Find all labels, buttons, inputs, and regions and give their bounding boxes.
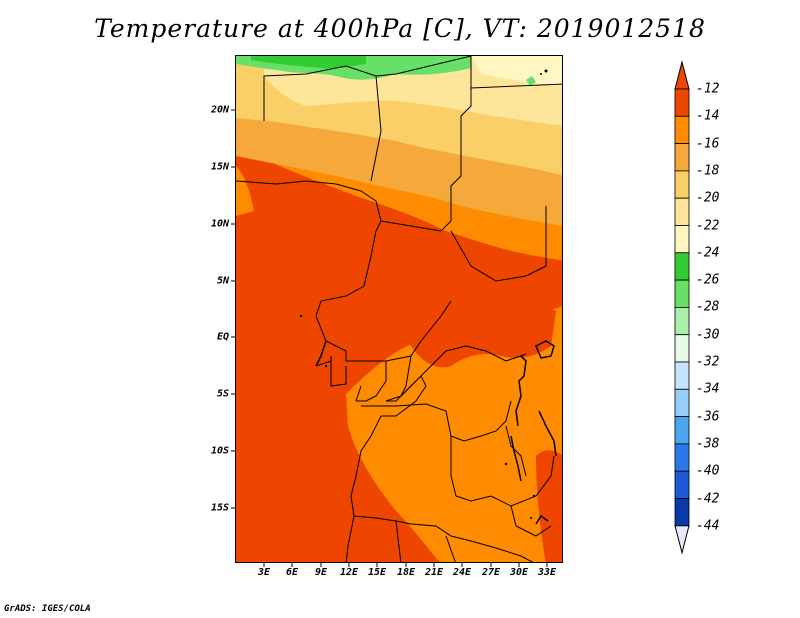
colorbar-label: -14 [696,108,720,124]
lon-label-33e: 33E [537,567,557,578]
colorbar-swatch [674,470,690,499]
temp-field-minus14-central [346,289,556,368]
colorbar-swatch [674,361,690,390]
small-lakes [299,69,548,519]
map-panel [235,55,563,563]
lon-label-9e: 9E [314,567,328,578]
temp-field-minus24-dark [251,56,366,69]
colorbar-label: -22 [696,218,720,233]
lon-label-12e: 12E [339,567,359,578]
colorbar-swatch [674,88,690,117]
colorbar-swatch [674,306,690,336]
lat-label-eq: EQ [216,331,229,343]
colorbar-label: -30 [696,327,720,343]
colorbar-swatch [674,416,690,445]
temp-field-minus16-south [346,306,562,562]
lon-label-3e: 3E [257,567,271,578]
colorbar-swatch [674,388,690,417]
lat-label-10n: 10N [210,218,229,230]
colorbar-label: -32 [696,354,720,370]
colorbar-swatch [674,170,690,199]
colorbar-label: -42 [696,491,720,506]
lon-label-18e: 18E [396,567,416,578]
lat-label-10s: 10S [210,445,229,457]
lat-label-5n: 5N [216,275,229,287]
colorbar-swatch [674,115,690,145]
colorbar-swatch [674,197,690,226]
temp-field-minus16-west [236,166,254,216]
credit-text: GrADS: IGES/COLA [4,604,91,614]
temp-field-minus14-southeast [536,450,562,562]
colorbar-label: -18 [696,163,720,179]
colorbar-label: -20 [696,190,720,206]
colorbar-label: -28 [696,299,720,315]
lat-label-15n: 15N [210,161,229,173]
colorbar-swatch [674,498,690,527]
lon-label-30e: 30E [509,567,529,578]
colorbar-top-arrow [674,60,690,90]
colorbar-label: -16 [696,136,720,152]
colorbar-swatch [674,252,690,281]
colorbar-label: -36 [696,409,720,425]
temp-field-minus14-southwest [236,500,356,562]
lon-label-15e: 15E [367,567,387,578]
colorbar-label: -44 [696,518,720,534]
colorbar-label: -38 [696,436,720,452]
lon-label-6e: 6E [285,567,299,578]
colorbar-bottom-arrow [674,525,690,555]
colorbar-swatch [674,279,690,308]
lat-label-5s: 5S [216,388,229,400]
map-title: Temperature at 400hPa [C], VT: 201901251… [94,14,706,43]
colorbar-swatch [674,143,690,172]
lon-label-24e: 24E [452,567,472,578]
colorbar-label: -26 [696,272,720,288]
colorbar-swatch [674,443,690,472]
colorbar-label: -40 [696,463,720,479]
temp-field-minus22-light [471,56,562,86]
country-borders [236,56,562,562]
temperature-map [236,56,562,562]
colorbar-label: -24 [696,245,720,261]
lat-label-20n: 20N [210,104,229,116]
lat-label-15s: 15S [210,502,229,514]
colorbar-label: -34 [696,381,720,397]
temp-field-minus24-east [526,76,536,86]
lon-label-27e: 27E [481,567,501,578]
colorbar-swatch [674,225,690,254]
lake-outlines [315,340,557,525]
colorbar-label: -12 [696,81,720,97]
colorbar-swatch [674,334,690,363]
lon-label-21e: 21E [424,567,444,578]
